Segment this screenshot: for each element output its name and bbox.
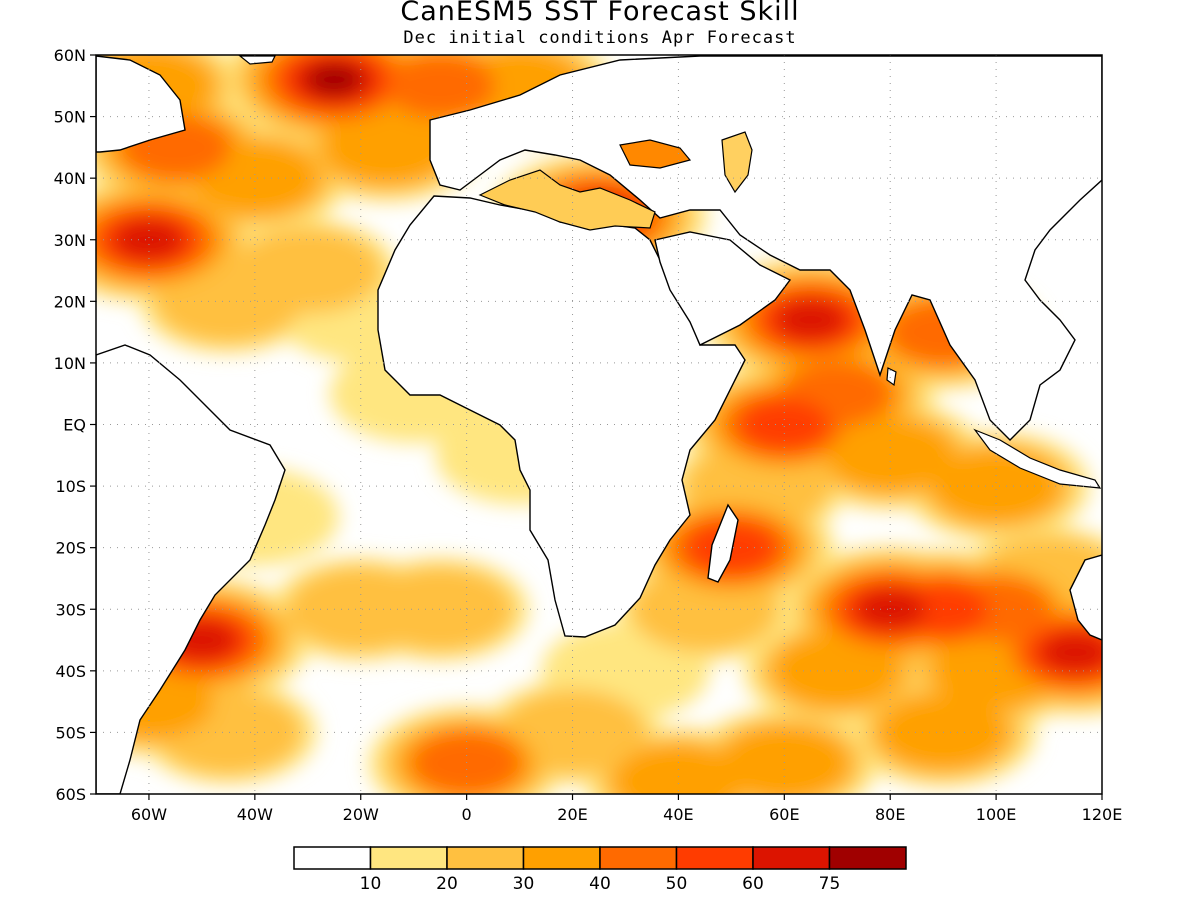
x-tick-label: 60E bbox=[769, 805, 799, 824]
y-tick-label: 20N bbox=[54, 292, 86, 311]
colorbar-label: 20 bbox=[436, 874, 458, 894]
arabia-outline bbox=[654, 231, 792, 346]
chart-title: CanESM5 SST Forecast Skill bbox=[400, 0, 800, 27]
madagascar-outline bbox=[707, 503, 739, 583]
x-tick-label: 60W bbox=[131, 805, 167, 824]
colorbar-swatch bbox=[446, 846, 525, 870]
y-tick-label: 50S bbox=[55, 723, 86, 742]
indonesia-outline bbox=[973, 428, 1102, 489]
colorbar: 10 20 30 40 50 60 75 bbox=[293, 846, 907, 894]
colorbar-label: 50 bbox=[666, 874, 688, 894]
x-tick-label: 80E bbox=[875, 805, 905, 824]
y-tick-label: 60S bbox=[55, 785, 86, 804]
sri-lanka-outline bbox=[886, 367, 897, 387]
colorbar-label: 30 bbox=[513, 874, 535, 894]
y-tick-label: 30S bbox=[55, 600, 86, 619]
x-tick-label: 40E bbox=[663, 805, 693, 824]
skill-contour bbox=[825, 417, 956, 494]
x-tick-label: 20W bbox=[343, 805, 379, 824]
skill-contour bbox=[719, 725, 850, 794]
south-america-outline bbox=[96, 344, 286, 794]
australia-outline bbox=[1069, 554, 1102, 641]
skill-contour bbox=[384, 55, 496, 118]
black-sea-outline bbox=[619, 139, 692, 169]
continents bbox=[96, 55, 1102, 794]
y-tick-label: 20S bbox=[55, 539, 86, 558]
x-tick-label: 100E bbox=[976, 805, 1017, 824]
skill-contour bbox=[738, 397, 830, 452]
x-tick-label: 40W bbox=[237, 805, 273, 824]
colorbar-label: 60 bbox=[742, 874, 764, 894]
y-tick-label: 30N bbox=[54, 231, 86, 250]
x-tick-label: 0 bbox=[462, 805, 472, 824]
skill-contour bbox=[322, 109, 453, 186]
y-tick-label: 10S bbox=[55, 477, 86, 496]
y-axis: 60N 50N 40N 30N 20N 10N EQ 10S 20S 30S 40S 50S 60S bbox=[54, 46, 96, 804]
y-tick-label: 60N bbox=[54, 46, 86, 65]
x-tick-label: 120E bbox=[1082, 805, 1123, 824]
colorbar-label: 75 bbox=[819, 874, 841, 894]
colorbar-swatch bbox=[369, 846, 448, 870]
y-tick-label: 40N bbox=[54, 169, 86, 188]
skill-contour bbox=[613, 743, 744, 794]
colorbar-swatch bbox=[675, 846, 754, 870]
colorbar-swatch bbox=[522, 846, 601, 870]
skill-contour bbox=[233, 227, 383, 314]
colorbar-swatch bbox=[752, 846, 831, 870]
skill-contour bbox=[365, 565, 515, 653]
colorbar-swatch bbox=[293, 846, 372, 870]
eurasia-outline bbox=[429, 55, 1102, 441]
north-america-outline bbox=[96, 55, 186, 153]
y-tick-label: 40S bbox=[55, 662, 86, 681]
colorbar-swatch bbox=[599, 846, 678, 870]
skill-contour bbox=[1039, 631, 1102, 674]
y-tick-label: 10N bbox=[54, 354, 86, 373]
iceland-outline bbox=[238, 55, 276, 65]
skill-contour bbox=[307, 64, 361, 96]
skill-contour bbox=[112, 218, 185, 261]
y-tick-label: EQ bbox=[63, 416, 86, 435]
mediterranean-outline bbox=[478, 169, 656, 231]
colorbar-swatch bbox=[828, 846, 907, 870]
y-tick-label: 50N bbox=[54, 108, 86, 127]
colorbar-label: 10 bbox=[360, 874, 382, 894]
africa-outline bbox=[377, 195, 746, 638]
skill-contour bbox=[411, 731, 522, 794]
caspian-outline bbox=[721, 131, 753, 194]
colorbar-label: 40 bbox=[589, 874, 611, 894]
x-tick-label: 20E bbox=[557, 805, 587, 824]
skill-contour bbox=[854, 588, 927, 631]
chart-subtitle: Dec initial conditions Apr Forecast bbox=[403, 28, 797, 48]
x-axis: 60W 40W 20W 0 20E 40E 60E 80E 100E 120E bbox=[131, 794, 1122, 824]
skill-contour bbox=[774, 298, 847, 341]
